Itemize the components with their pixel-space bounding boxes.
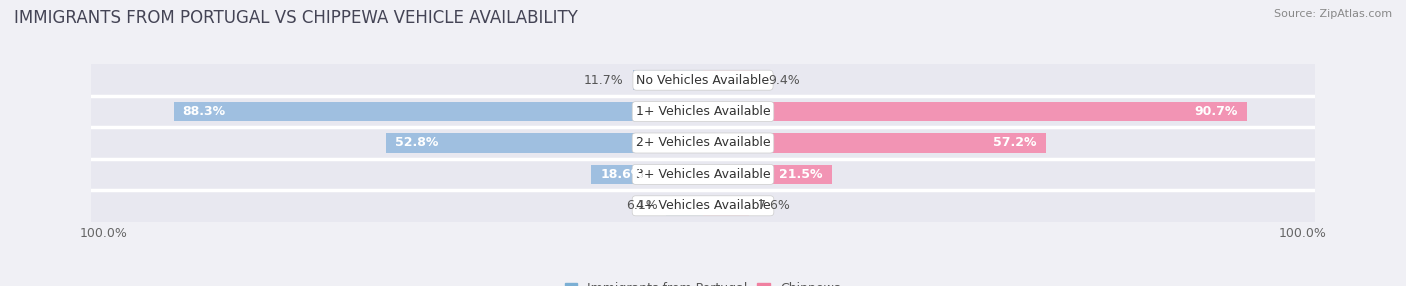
Text: 52.8%: 52.8% — [395, 136, 439, 150]
Bar — [91, 159, 1315, 190]
Bar — [703, 165, 832, 184]
Text: 90.7%: 90.7% — [1195, 105, 1237, 118]
Text: Source: ZipAtlas.com: Source: ZipAtlas.com — [1274, 9, 1392, 19]
Bar — [91, 64, 1315, 96]
Text: 9.4%: 9.4% — [768, 74, 800, 87]
Bar — [592, 165, 703, 184]
Text: IMMIGRANTS FROM PORTUGAL VS CHIPPEWA VEHICLE AVAILABILITY: IMMIGRANTS FROM PORTUGAL VS CHIPPEWA VEH… — [14, 9, 578, 27]
Text: 18.6%: 18.6% — [600, 168, 644, 181]
Bar — [91, 96, 1315, 127]
Text: 7.6%: 7.6% — [758, 199, 789, 212]
Bar — [91, 190, 1315, 222]
Bar — [703, 133, 1046, 153]
Bar — [703, 102, 1247, 121]
Bar — [703, 70, 759, 90]
Text: 21.5%: 21.5% — [779, 168, 823, 181]
Bar — [633, 70, 703, 90]
Bar — [703, 196, 748, 216]
Text: 57.2%: 57.2% — [994, 136, 1038, 150]
Text: 88.3%: 88.3% — [183, 105, 225, 118]
Text: 11.7%: 11.7% — [583, 74, 624, 87]
Bar — [91, 127, 1315, 159]
Bar — [387, 133, 703, 153]
Text: 6.1%: 6.1% — [626, 199, 658, 212]
Bar — [666, 196, 703, 216]
Text: 1+ Vehicles Available: 1+ Vehicles Available — [636, 105, 770, 118]
Text: 2+ Vehicles Available: 2+ Vehicles Available — [636, 136, 770, 150]
Legend: Immigrants from Portugal, Chippewa: Immigrants from Portugal, Chippewa — [560, 277, 846, 286]
Text: No Vehicles Available: No Vehicles Available — [637, 74, 769, 87]
Bar — [173, 102, 703, 121]
Text: 3+ Vehicles Available: 3+ Vehicles Available — [636, 168, 770, 181]
Text: 4+ Vehicles Available: 4+ Vehicles Available — [636, 199, 770, 212]
